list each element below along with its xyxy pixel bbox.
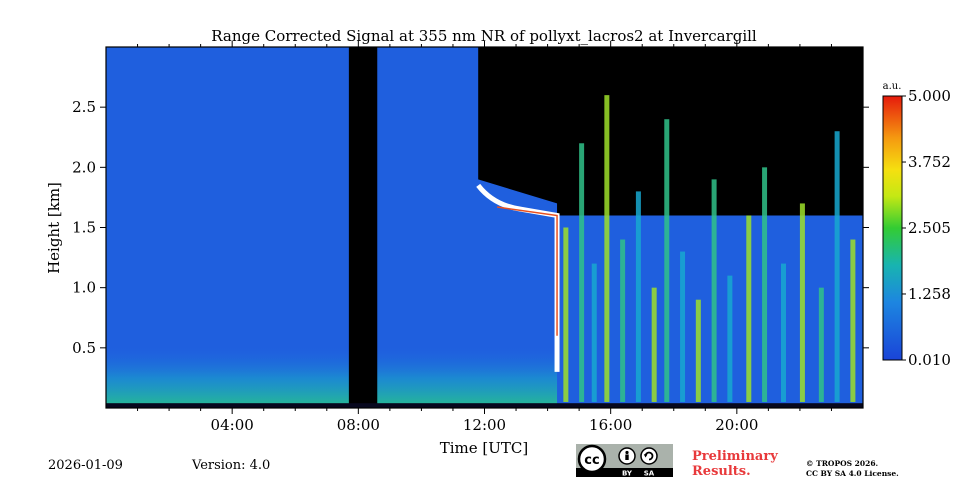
cloud-layer (476, 183, 560, 372)
chart-title: Range Corrected Signal at 355 nm NR of p… (211, 27, 757, 45)
x-axis-label: Time [UTC] (440, 439, 529, 457)
cc-icon-text: cc (584, 453, 599, 468)
convective-column (579, 143, 585, 402)
convective-column (799, 203, 805, 402)
cloud-layer-core (497, 206, 558, 336)
colorbar: a.u. 0.010 1.258 2.505 3.752 5.000 (882, 81, 951, 369)
colorbar-gradient (882, 95, 903, 361)
convective-column (727, 275, 733, 402)
no-data-gap (348, 47, 378, 408)
y-tick-label: 2.5 (72, 98, 96, 116)
footer-date: 2026-01-09 (48, 458, 123, 473)
cc-icon (577, 444, 607, 474)
y-tick-label: 0.5 (72, 339, 96, 357)
convective-column (591, 263, 597, 402)
preliminary-results-note: Preliminary Results. (692, 449, 778, 479)
convective-column (635, 191, 641, 402)
copyright-line-2: CC BY SA 4.0 License. (806, 469, 899, 478)
convective-column (563, 227, 569, 402)
convective-column (711, 179, 717, 402)
y-tick-label: 2.0 (72, 158, 96, 176)
colorbar-tick-label: 3.752 (908, 153, 951, 171)
x-tick-label: 16:00 (589, 416, 632, 434)
convective-column (780, 263, 786, 402)
y-tick-label: 1.0 (72, 279, 96, 297)
convective-column (818, 287, 824, 402)
copyright-line-1: © TROPOS 2026. (806, 459, 879, 468)
colorbar-tick-label: 2.505 (908, 219, 951, 237)
signal-features (106, 47, 863, 408)
convective-column (651, 287, 657, 402)
x-tick-label: 04:00 (211, 416, 254, 434)
colorbar-tick-label: 0.010 (908, 351, 951, 369)
convective-column (834, 131, 840, 402)
boundary-layer (106, 347, 558, 408)
convective-column (850, 239, 856, 402)
preliminary-line-1: Preliminary (692, 449, 778, 464)
colorbar-ticks: 0.010 1.258 2.505 3.752 5.000 (902, 87, 951, 369)
by-label: BY (622, 470, 633, 478)
colorbar-tick-label: 5.000 (908, 87, 951, 105)
x-tick-label: 20:00 (715, 416, 758, 434)
convective-column (762, 167, 768, 402)
footer-version: Version: 4.0 (192, 458, 271, 473)
x-tick-label: 12:00 (463, 416, 506, 434)
ground-strip (106, 403, 863, 408)
y-axis-label: Height [km] (45, 182, 63, 274)
cc-license-badge: cc BY SA (576, 444, 673, 477)
convective-column (746, 215, 752, 402)
convective-column (664, 119, 670, 402)
convective-column (620, 239, 626, 402)
x-axis: 04:00 08:00 12:00 16:00 20:00 (137, 41, 832, 434)
preliminary-line-2: Results. (692, 464, 751, 479)
no-signal-region (478, 47, 863, 216)
colorbar-tick-label: 1.258 (908, 285, 951, 303)
convective-column (680, 251, 686, 402)
convective-column (604, 95, 610, 402)
sa-icon (640, 447, 658, 465)
y-axis: 0.5 1.0 1.5 2.0 2.5 (72, 98, 869, 357)
colorbar-unit: a.u. (883, 81, 902, 92)
sa-label: SA (644, 470, 655, 478)
x-tick-label: 08:00 (337, 416, 380, 434)
y-tick-label: 1.5 (72, 219, 96, 237)
convective-column (695, 299, 701, 402)
plot-area (105, 46, 864, 409)
copyright-note: © TROPOS 2026. CC BY SA 4.0 License. (806, 459, 899, 479)
